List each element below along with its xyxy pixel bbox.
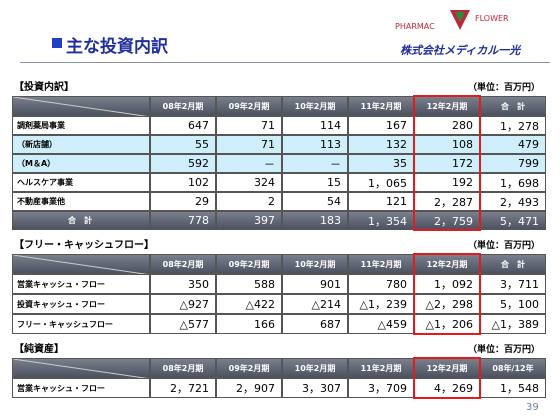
- column-header: 08年2月期: [150, 254, 216, 274]
- table-cell: 592: [150, 154, 216, 173]
- table-cell: 350: [150, 274, 216, 294]
- table-cell: －: [282, 154, 348, 173]
- row-label: 営業キャッシュ・フロー: [12, 378, 150, 398]
- table-cell: 102: [150, 173, 216, 192]
- column-header: 10年2月期: [282, 96, 348, 116]
- slide-title: 主な投資内訳: [66, 37, 168, 57]
- table-cell: 113: [282, 135, 348, 154]
- table-cell: 1，698: [480, 173, 546, 192]
- table-cell: 479: [480, 135, 546, 154]
- table-cell: 71: [216, 116, 282, 135]
- table-cell: 35: [348, 154, 414, 173]
- unit-label: （単位：百万円）: [468, 241, 541, 251]
- header-corner: [12, 96, 151, 117]
- table-cell: 397: [216, 211, 282, 230]
- column-header: 11年2月期: [348, 96, 414, 116]
- table-cell: 167: [348, 116, 414, 135]
- unit-label: （単位：百万円）: [468, 83, 541, 93]
- row-label: ヘルスケア事業: [12, 173, 150, 192]
- table-cell: 5，471: [480, 211, 546, 230]
- table-cell: 2，493: [480, 192, 546, 211]
- column-header: 11年2月期: [348, 358, 414, 378]
- table-cell: 3，709: [348, 378, 414, 398]
- table-cell: 2，721: [150, 378, 216, 398]
- column-header: 09年2月期: [216, 358, 282, 378]
- table-cell: 3，711: [480, 274, 546, 294]
- row-label: 投資キャッシュ・フロー: [12, 294, 150, 314]
- table-cell: △577: [150, 314, 216, 334]
- column-header: 合 計: [480, 254, 546, 274]
- table-cell: △214: [282, 294, 348, 314]
- table-cell: 166: [216, 314, 282, 334]
- row-label: 調剤薬局事業: [12, 116, 150, 135]
- column-header: 09年2月期: [216, 254, 282, 274]
- table-cell: 55: [150, 135, 216, 154]
- table-cell: 3，307: [282, 378, 348, 398]
- table-cell: 1，354: [348, 211, 414, 230]
- table-cell: 29: [150, 192, 216, 211]
- row-label: （新店舗）: [12, 135, 150, 154]
- table-cell: －: [216, 154, 282, 173]
- table-cell: 5，100: [480, 294, 546, 314]
- table-cell: 132: [348, 135, 414, 154]
- table-cell: 2: [216, 192, 282, 211]
- column-header: 10年2月期: [282, 254, 348, 274]
- header-corner: [12, 254, 151, 275]
- column-header: 合 計: [480, 96, 546, 116]
- title-rule: [20, 62, 550, 63]
- table-cell: 15: [282, 173, 348, 192]
- table-cell: 71: [216, 135, 282, 154]
- table-cell: 1，065: [348, 173, 414, 192]
- section-title: 【フリー・キャッシュフロー】: [14, 240, 154, 251]
- unit-label: （単位：百万円）: [468, 345, 541, 355]
- section-title: 【純資産】: [14, 344, 64, 355]
- logo-text: FLOWER: [475, 14, 509, 23]
- highlight-box: [413, 95, 481, 231]
- logo-text: PHARMAC: [395, 22, 435, 31]
- table-cell: 901: [282, 274, 348, 294]
- page-number: 39: [526, 402, 539, 413]
- table-cell: 114: [282, 116, 348, 135]
- header-corner: [12, 358, 151, 379]
- section-title: 【投資内訳】: [14, 82, 74, 93]
- column-header: 09年2月期: [216, 96, 282, 116]
- column-header: 10年2月期: [282, 358, 348, 378]
- table-cell: 1，278: [480, 116, 546, 135]
- row-label: 合 計: [12, 211, 150, 230]
- column-header: 08年/12年: [480, 358, 546, 378]
- row-label: 営業キャッシュ・フロー: [12, 274, 150, 294]
- highlight-box: [413, 253, 481, 335]
- table-cell: △1，389: [480, 314, 546, 334]
- table-cell: △927: [150, 294, 216, 314]
- column-header: 08年2月期: [150, 358, 216, 378]
- table-cell: 2，907: [216, 378, 282, 398]
- logo-mark: [450, 10, 470, 30]
- table-cell: 778: [150, 211, 216, 230]
- column-header: 11年2月期: [348, 254, 414, 274]
- table-cell: 54: [282, 192, 348, 211]
- table-cell: △1，239: [348, 294, 414, 314]
- table-cell: △459: [348, 314, 414, 334]
- highlight-box: [413, 357, 481, 399]
- title-bullet: [52, 38, 62, 48]
- table-cell: 687: [282, 314, 348, 334]
- row-label: フリー・キャッシュフロー: [12, 314, 150, 334]
- column-header: 08年2月期: [150, 96, 216, 116]
- table-cell: △422: [216, 294, 282, 314]
- table-cell: 1，548: [480, 378, 546, 398]
- table-cell: 588: [216, 274, 282, 294]
- company-name: 株式会社メディカル一光: [400, 44, 521, 57]
- table-cell: 121: [348, 192, 414, 211]
- table-cell: 780: [348, 274, 414, 294]
- table-cell: 647: [150, 116, 216, 135]
- table-cell: 183: [282, 211, 348, 230]
- table-cell: 324: [216, 173, 282, 192]
- table-cell: 799: [480, 154, 546, 173]
- row-label: （M＆A）: [12, 154, 150, 173]
- row-label: 不動産事業他: [12, 192, 150, 211]
